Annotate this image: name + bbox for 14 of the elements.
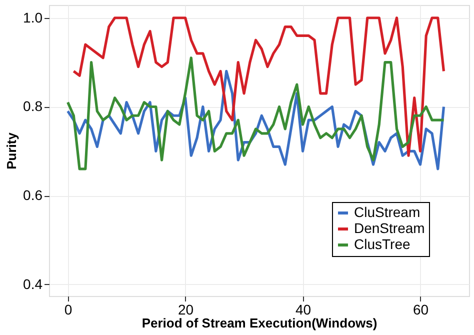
y-tick-label: 0.4 (23, 276, 43, 292)
x-tick-label: 40 (295, 302, 312, 318)
line-series (72, 16, 446, 157)
y-tick-label: 0.6 (23, 187, 43, 204)
x-tick-label: 20 (178, 302, 194, 318)
legend-label: CluStream (354, 204, 420, 220)
y-tick-label: 0.8 (23, 98, 43, 114)
y-tick-label: 1.0 (23, 9, 43, 26)
legend-label: DenStream (354, 220, 425, 236)
x-axis-title: Period of Stream Execution(Windows) (142, 316, 378, 330)
y-axis-title: Purity (4, 132, 20, 170)
x-tick-label: 0 (64, 302, 72, 318)
x-tick-label: 60 (412, 302, 429, 318)
legend-label: ClusTree (354, 236, 410, 252)
